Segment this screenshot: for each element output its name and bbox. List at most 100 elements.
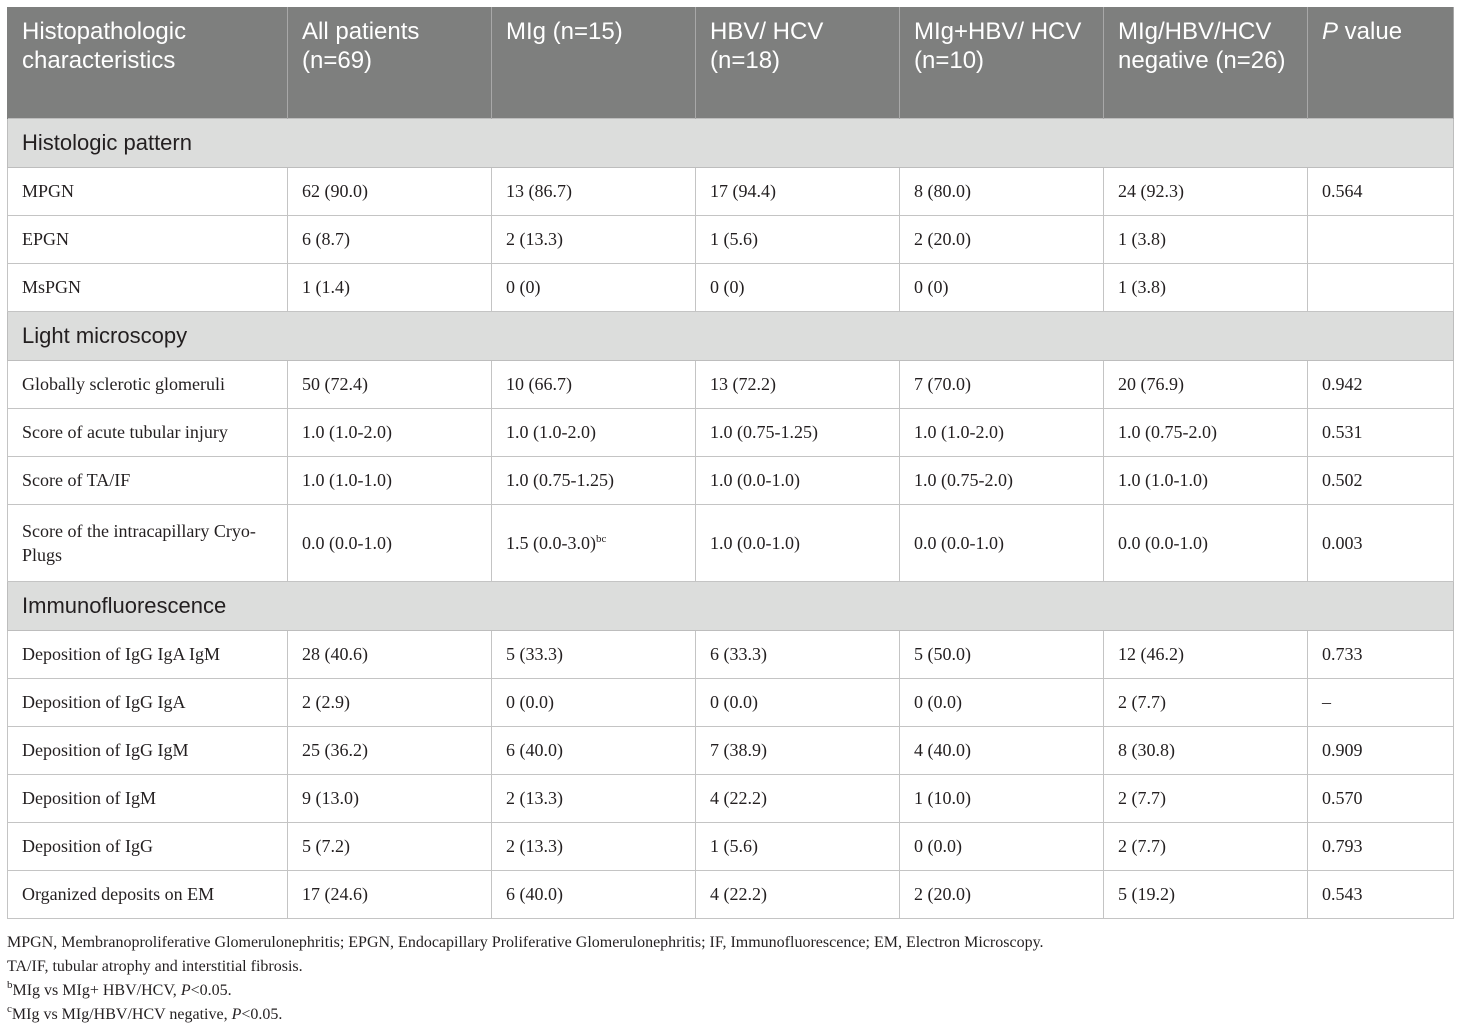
section-row-light: Light microscopy — [7, 310, 1454, 361]
table-row: Organized deposits on EM 17 (24.6) 6 (40.0… — [7, 869, 1454, 919]
cell-p-value: 0.570 — [1307, 773, 1454, 823]
section-row-histologic: Histologic pattern — [7, 117, 1454, 168]
cell-mig: 1.0 (0.75-1.25) — [491, 455, 696, 505]
cell-negative: 24 (92.3) — [1103, 166, 1308, 216]
cell-hbv-hcv: 13 (72.2) — [695, 359, 900, 409]
footnote-c-tail: <0.05. — [241, 1006, 283, 1023]
cell-negative: 1 (3.8) — [1103, 262, 1308, 312]
table-row: MsPGN 1 (1.4) 0 (0) 0 (0) 0 (0) 1 (3.8) — [7, 262, 1454, 312]
cell-p-value — [1307, 214, 1454, 264]
cell-p-value: 0.003 — [1307, 503, 1454, 582]
table-row: Globally sclerotic glomeruli 50 (72.4) 10 … — [7, 359, 1454, 409]
section-title: Immunofluorescence — [7, 580, 1454, 631]
cell-p-value: 0.543 — [1307, 869, 1454, 919]
cell-mig-hbv-hcv: 2 (20.0) — [899, 869, 1104, 919]
footnote-b: bMIg vs MIg+ HBV/HCV, P<0.05. — [7, 979, 1453, 1003]
cell-value: 1.5 (0.0-3.0) — [506, 532, 596, 553]
cell-all-patients: 6 (8.7) — [287, 214, 492, 264]
cell-negative: 5 (19.2) — [1103, 869, 1308, 919]
row-label: MPGN — [7, 166, 288, 216]
cell-negative: 8 (30.8) — [1103, 725, 1308, 775]
cell-negative: 20 (76.9) — [1103, 359, 1308, 409]
table-row: Score of TA/IF 1.0 (1.0-1.0) 1.0 (0.75-1.2… — [7, 455, 1454, 505]
cell-hbv-hcv: 7 (38.9) — [695, 725, 900, 775]
cell-p-value: 0.793 — [1307, 821, 1454, 871]
row-label: Globally sclerotic glomeruli — [7, 359, 288, 409]
row-label: Deposition of IgG IgA IgM — [7, 629, 288, 679]
cell-all-patients: 1.0 (1.0-2.0) — [287, 407, 492, 457]
cell-p-value: 0.909 — [1307, 725, 1454, 775]
cell-p-value: 0.564 — [1307, 166, 1454, 216]
cell-hbv-hcv: 1.0 (0.0-1.0) — [695, 455, 900, 505]
section-row-immuno: Immunofluorescence — [7, 580, 1454, 631]
cell-negative: 2 (7.7) — [1103, 821, 1308, 871]
cell-mig: 6 (40.0) — [491, 725, 696, 775]
cell-mig: 5 (33.3) — [491, 629, 696, 679]
cell-p-value — [1307, 262, 1454, 312]
row-label: Score of TA/IF — [7, 455, 288, 505]
cell-mig-hbv-hcv: 0 (0) — [899, 262, 1104, 312]
cell-mig: 6 (40.0) — [491, 869, 696, 919]
header-row: Histopathologic characteristics All pati… — [7, 7, 1454, 118]
header-p-letter: P — [1322, 18, 1339, 45]
footnote-ta-if: TA/IF, tubular atrophy and interstitial … — [7, 958, 303, 975]
cell-negative: 12 (46.2) — [1103, 629, 1308, 679]
cell-negative: 2 (7.7) — [1103, 677, 1308, 727]
cell-all-patients: 0.0 (0.0-1.0) — [287, 503, 492, 582]
row-label: MsPGN — [7, 262, 288, 312]
cell-negative: 1.0 (1.0-1.0) — [1103, 455, 1308, 505]
cell-all-patients: 5 (7.2) — [287, 821, 492, 871]
cell-mig-hbv-hcv: 1 (10.0) — [899, 773, 1104, 823]
cell-all-patients: 9 (13.0) — [287, 773, 492, 823]
row-label: Organized deposits on EM — [7, 869, 288, 919]
histopathology-table: Histopathologic characteristics All pati… — [7, 7, 1454, 919]
cell-p-value: 0.733 — [1307, 629, 1454, 679]
row-label: Deposition of IgM — [7, 773, 288, 823]
footnote-c: cMIg vs MIg/HBV/HCV negative, P<0.05. — [7, 1003, 1453, 1027]
cell-p-value: 0.942 — [1307, 359, 1454, 409]
table-row: EPGN 6 (8.7) 2 (13.3) 1 (5.6) 2 (20.0) 1 (3.8… — [7, 214, 1454, 264]
table-row: Score of the intracapillary Cryo-Plugs 0.… — [7, 503, 1454, 582]
cell-all-patients: 17 (24.6) — [287, 869, 492, 919]
cell-all-patients: 50 (72.4) — [287, 359, 492, 409]
header-hbv-hcv: HBV/ HCV (n=18) — [695, 7, 900, 118]
header-mig: MIg (n=15) — [491, 7, 696, 118]
footnote-abbreviations: MPGN, Membranoproliferative Glomerulonep… — [7, 934, 1044, 951]
cell-mig-hbv-hcv: 1.0 (0.75-2.0) — [899, 455, 1104, 505]
cell-mig: 10 (66.7) — [491, 359, 696, 409]
header-p-rest: value — [1338, 18, 1403, 45]
cell-mig-hbv-hcv: 2 (20.0) — [899, 214, 1104, 264]
results-table-container: Histopathologic characteristics All pati… — [7, 7, 1454, 919]
cell-mig-hbv-hcv: 5 (50.0) — [899, 629, 1104, 679]
table-body: Histologic pattern MPGN 62 (90.0) 13 (86.7)… — [7, 117, 1454, 919]
cell-hbv-hcv: 0 (0.0) — [695, 677, 900, 727]
table-footnotes: MPGN, Membranoproliferative Glomerulonep… — [7, 931, 1453, 1027]
cell-all-patients: 1.0 (1.0-1.0) — [287, 455, 492, 505]
table-row: Score of acute tubular injury 1.0 (1.0-2.… — [7, 407, 1454, 457]
cell-negative: 0.0 (0.0-1.0) — [1103, 503, 1308, 582]
table-row: Deposition of IgG 5 (7.2) 2 (13.3) 1 (5.6) 0… — [7, 821, 1454, 871]
cell-mig-hbv-hcv: 0 (0.0) — [899, 677, 1104, 727]
cell-mig: 1.5 (0.0-3.0)bc — [491, 503, 696, 582]
cell-mig: 1.0 (1.0-2.0) — [491, 407, 696, 457]
cell-hbv-hcv: 1 (5.6) — [695, 214, 900, 264]
footnote-b-tail: <0.05. — [190, 982, 232, 999]
cell-mig: 2 (13.3) — [491, 821, 696, 871]
cell-mig: 0 (0) — [491, 262, 696, 312]
header-mig-hbv-hcv: MIg+HBV/ HCV (n=10) — [899, 7, 1104, 118]
table-row: Deposition of IgM 9 (13.0) 2 (13.3) 4 (22.2… — [7, 773, 1454, 823]
footnote-c-marker: c — [7, 1003, 12, 1015]
cell-mig: 2 (13.3) — [491, 214, 696, 264]
row-label: Deposition of IgG — [7, 821, 288, 871]
table-row: Deposition of IgG IgA IgM 28 (40.6) 5 (33.… — [7, 629, 1454, 679]
section-title: Histologic pattern — [7, 117, 1454, 168]
footnote-b-text: MIg vs MIg+ HBV/HCV, — [12, 982, 181, 999]
cell-mig-hbv-hcv: 0 (0.0) — [899, 821, 1104, 871]
cell-hbv-hcv: 6 (33.3) — [695, 629, 900, 679]
cell-mig-hbv-hcv: 8 (80.0) — [899, 166, 1104, 216]
section-title: Light microscopy — [7, 310, 1454, 361]
cell-mig: 0 (0.0) — [491, 677, 696, 727]
cell-negative: 2 (7.7) — [1103, 773, 1308, 823]
cell-hbv-hcv: 4 (22.2) — [695, 869, 900, 919]
cell-mig-hbv-hcv: 0.0 (0.0-1.0) — [899, 503, 1104, 582]
